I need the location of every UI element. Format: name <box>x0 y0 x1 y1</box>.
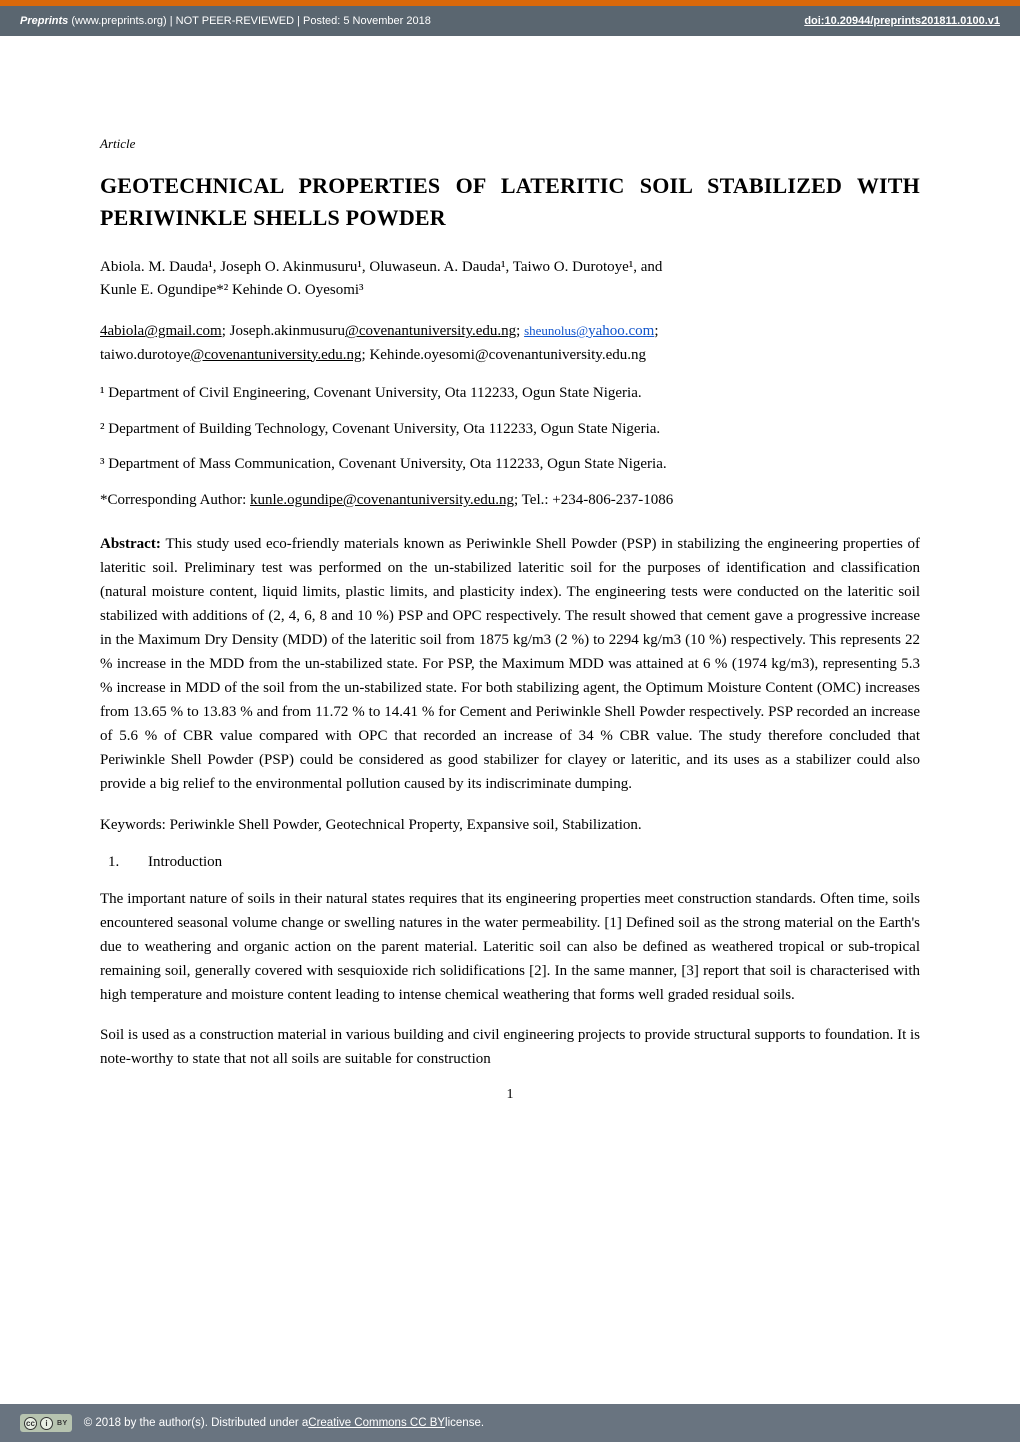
affiliation-3: ³ Department of Mass Communication, Cove… <box>100 454 920 476</box>
email-2[interactable]: @covenantuniversity.edu.ng <box>345 323 516 339</box>
corresponding-author: *Corresponding Author: kunle.ogundipe@co… <box>100 490 920 512</box>
email-line2-pre: taiwo.durotoye <box>100 347 190 363</box>
banner-site-rest: (www.preprints.org) | NOT PEER-REVIEWED … <box>68 15 431 27</box>
footer-license-link[interactable]: Creative Commons CC BY <box>308 1417 445 1429</box>
cc-by-label: BY <box>57 1420 68 1427</box>
email-3b[interactable]: yahoo.com <box>588 323 654 339</box>
banner-left: Preprints (www.preprints.org) | NOT PEER… <box>20 15 431 27</box>
banner-site-name: Preprints <box>20 15 68 27</box>
email-4[interactable]: @covenantuniversity.edu.ng <box>190 347 361 363</box>
corr-pre: *Corresponding Author: <box>100 492 250 508</box>
author-emails: 4abiola@gmail.com; Joseph.akinmusuru@cov… <box>100 320 920 367</box>
authors-line-2: Kunle E. Ogundipe*² Kehinde O. Oyesomi³ <box>100 282 364 298</box>
cc-glyph-icon: cc <box>24 1417 37 1430</box>
preprint-banner: Preprints (www.preprints.org) | NOT PEER… <box>0 0 1020 36</box>
authors-line-1: Abiola. M. Dauda¹, Joseph O. Akinmusuru¹… <box>100 259 662 275</box>
email-sep-2: ; <box>516 323 524 339</box>
affiliation-2: ² Department of Building Technology, Cov… <box>100 419 920 441</box>
author-list: Abiola. M. Dauda¹, Joseph O. Akinmusuru¹… <box>100 256 920 303</box>
section-1-title: Introduction <box>148 854 222 870</box>
by-glyph-icon: i <box>40 1417 53 1430</box>
page-content: Article GEOTECHNICAL PROPERTIES OF LATER… <box>0 36 1020 1143</box>
article-type-label: Article <box>100 136 920 152</box>
email-sep-4: ; Kehinde.oyesomi@covenantuniversity.edu… <box>362 347 646 363</box>
footer-text-post: license. <box>445 1417 484 1429</box>
affiliation-1: ¹ Department of Civil Engineering, Coven… <box>100 383 920 405</box>
license-footer: cc i BY © 2018 by the author(s). Distrib… <box>0 1404 1020 1442</box>
email-sep-3: ; <box>654 323 658 339</box>
corr-post: ; Tel.: +234-806-237-1086 <box>514 492 673 508</box>
intro-para-1: The important nature of soils in their n… <box>100 887 920 1007</box>
section-1-number: 1. <box>108 854 148 871</box>
page-number: 1 <box>100 1087 920 1103</box>
email-3a[interactable]: sheunolus@ <box>524 323 588 338</box>
article-title: GEOTECHNICAL PROPERTIES OF LATERITIC SOI… <box>100 170 920 234</box>
abstract-text: This study used eco-friendly materials k… <box>100 536 920 792</box>
abstract-label: Abstract: <box>100 536 165 552</box>
cc-by-badge-icon: cc i BY <box>20 1414 72 1432</box>
email-sep-1: ; Joseph.akinmusuru <box>222 323 345 339</box>
abstract: Abstract: This study used eco-friendly m… <box>100 532 920 796</box>
keywords: Keywords: Periwinkle Shell Powder, Geote… <box>100 814 920 837</box>
corr-email[interactable]: kunle.ogundipe@covenantuniversity.edu.ng <box>250 492 514 508</box>
footer-text-pre: © 2018 by the author(s). Distributed und… <box>84 1417 309 1429</box>
intro-para-2: Soil is used as a construction material … <box>100 1023 920 1071</box>
section-1-heading: 1.Introduction <box>100 854 920 871</box>
banner-doi[interactable]: doi:10.20944/preprints201811.0100.v1 <box>804 15 1000 27</box>
email-1[interactable]: 4abiola@gmail.com <box>100 323 222 339</box>
